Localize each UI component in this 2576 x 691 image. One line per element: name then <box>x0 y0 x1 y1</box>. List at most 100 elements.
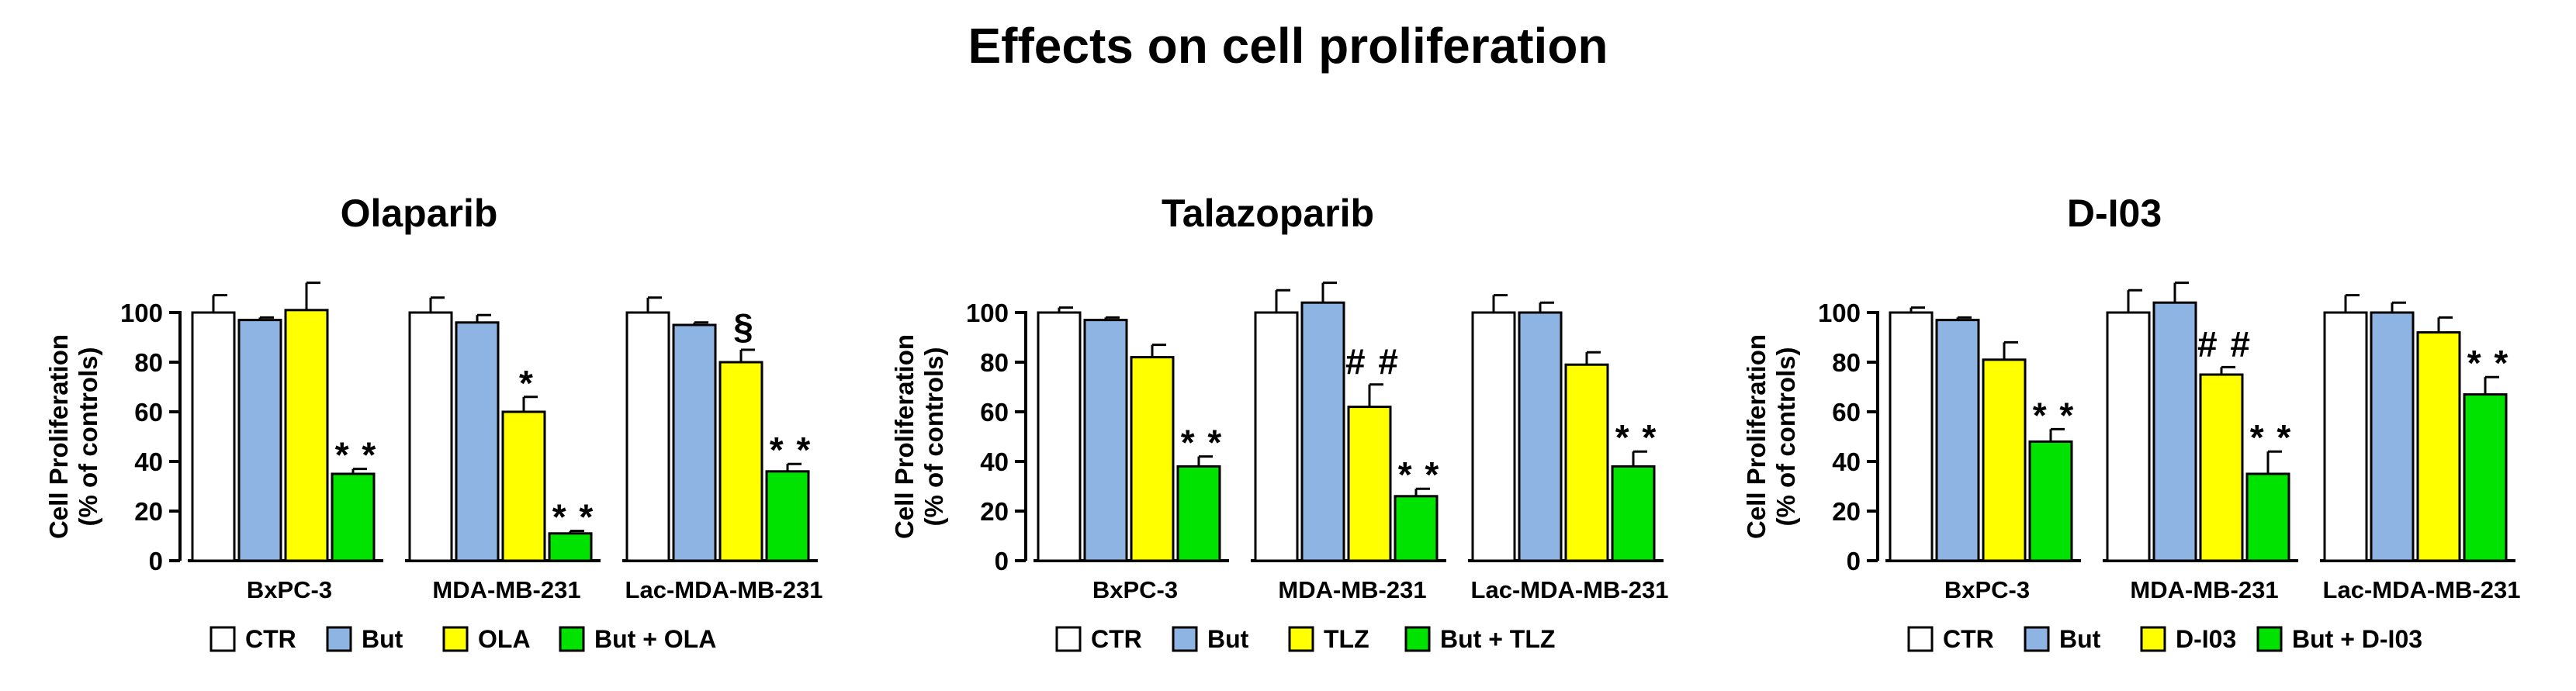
bar-ola <box>718 361 763 562</box>
bar-d-i03 <box>2199 373 2244 562</box>
significance-marker: # # <box>2197 323 2252 364</box>
y-axis-label: Cell Proliferation(% of controls) <box>890 334 948 539</box>
legend-swatch <box>1288 626 1314 652</box>
x-category-label: MDA-MB-231 <box>2130 576 2278 603</box>
legend-label: D-I03 <box>2176 625 2236 653</box>
legend-label: CTR <box>1943 625 1994 653</box>
panel-0: Olaparib Cell Proliferation(% of controls… <box>44 192 822 653</box>
y-axis-label-line: Cell Proliferation <box>890 334 919 539</box>
bar-but <box>1935 319 1980 562</box>
bar-ctr <box>2323 311 2368 562</box>
legend-label: CTR <box>1091 625 1142 653</box>
y-axis-label-line: Cell Proliferation <box>1742 334 1771 539</box>
figure-title: Effects on cell proliferation <box>968 18 1608 74</box>
y-axis-label-line: (% of controls) <box>919 347 948 527</box>
x-category-label: BxPC-3 <box>247 576 332 603</box>
y-axis-label-line: (% of controls) <box>74 347 102 527</box>
panel-title: D-I03 <box>2067 192 2162 235</box>
bar-tlz <box>1564 363 1609 562</box>
bar-but-tlz <box>1611 465 1656 562</box>
legend-swatch <box>1907 626 1934 652</box>
bar-ctr <box>2106 311 2151 562</box>
legend-swatch <box>2256 626 2283 652</box>
y-tick-label: 60 <box>980 398 1009 427</box>
y-tick-label: 0 <box>1847 547 1861 575</box>
bar-but-d-i03 <box>2028 440 2073 562</box>
y-tick-label: 40 <box>1832 447 1861 476</box>
significance-marker: § <box>733 306 755 347</box>
bar-ctr <box>1889 311 1934 562</box>
bar-ola <box>284 309 329 562</box>
significance-marker: * * <box>770 430 812 470</box>
y-tick-label: 100 <box>966 299 1009 327</box>
bar-ctr <box>1471 311 1516 562</box>
bar-but <box>237 319 282 562</box>
bar-tlz <box>1130 356 1175 562</box>
x-category-label: MDA-MB-231 <box>432 576 580 603</box>
legend-label: TLZ <box>1324 625 1369 653</box>
x-category-label: MDA-MB-231 <box>1278 576 1426 603</box>
legend-swatch <box>209 626 236 652</box>
significance-marker: * * <box>1398 454 1441 495</box>
panel-1: Talazoparib Cell Proliferation(% of contr… <box>890 192 1668 653</box>
y-tick-label: 20 <box>134 497 163 526</box>
y-tick-label: 100 <box>1818 299 1861 327</box>
bar-ola <box>501 410 546 562</box>
legend-label: CTR <box>245 625 296 653</box>
bar-but-tlz <box>1394 495 1439 562</box>
bar-but-ola <box>548 532 593 562</box>
legend-label: But <box>362 625 403 653</box>
legend-label: But + TLZ <box>1440 625 1555 653</box>
bar-but-ola <box>331 472 376 562</box>
y-tick-label: 0 <box>149 547 163 575</box>
legend-label: But + OLA <box>594 625 716 653</box>
significance-marker: # # <box>1345 341 1400 382</box>
significance-marker: * * <box>2033 395 2076 435</box>
bar-but <box>455 321 500 562</box>
bar-ctr <box>191 311 236 562</box>
panel-title: Talazoparib <box>1162 192 1374 235</box>
legend-swatch <box>326 626 352 652</box>
legend-swatch <box>2140 626 2166 652</box>
y-tick-label: 60 <box>134 398 163 427</box>
bar-d-i03 <box>1982 358 2027 562</box>
x-category-label: BxPC-3 <box>1944 576 2030 603</box>
bar-ctr <box>1254 311 1299 562</box>
bar-but <box>672 323 717 562</box>
y-tick-label: 20 <box>980 497 1009 526</box>
bar-but <box>2370 311 2415 562</box>
significance-marker: * <box>519 363 535 403</box>
significance-marker: * * <box>2250 417 2293 458</box>
bar-but <box>2152 301 2197 562</box>
y-axis-label: Cell Proliferation(% of controls) <box>44 334 102 539</box>
y-axis-label-line: (% of controls) <box>1771 347 1800 527</box>
y-tick-label: 40 <box>980 447 1009 476</box>
legend-swatch <box>1172 626 1198 652</box>
legend-swatch <box>559 626 585 652</box>
bar-ctr <box>625 311 670 562</box>
x-category-label: BxPC-3 <box>1092 576 1178 603</box>
legend-swatch <box>2024 626 2050 652</box>
bar-ctr <box>1037 311 1082 562</box>
y-tick-label: 80 <box>980 348 1009 377</box>
bar-but-d-i03 <box>2463 393 2508 562</box>
x-category-label: Lac-MDA-MB-231 <box>1471 576 1669 603</box>
legend-label: OLA <box>478 625 531 653</box>
panel-title: Olaparib <box>341 192 498 235</box>
y-tick-label: 40 <box>134 447 163 476</box>
y-tick-label: 60 <box>1832 398 1861 427</box>
legend-swatch <box>442 626 469 652</box>
legend-label: But <box>1207 625 1249 653</box>
bar-but <box>1518 311 1563 562</box>
y-tick-label: 80 <box>134 348 163 377</box>
legend-swatch <box>1404 626 1431 652</box>
significance-marker: * * <box>552 497 595 537</box>
x-category-label: Lac-MDA-MB-231 <box>625 576 823 603</box>
y-tick-label: 80 <box>1832 348 1861 377</box>
legend-label: But + D-I03 <box>2292 625 2422 653</box>
legend-label: But <box>2059 625 2101 653</box>
y-axis-label-line: Cell Proliferation <box>44 334 73 539</box>
significance-marker: * * <box>2467 343 2510 383</box>
